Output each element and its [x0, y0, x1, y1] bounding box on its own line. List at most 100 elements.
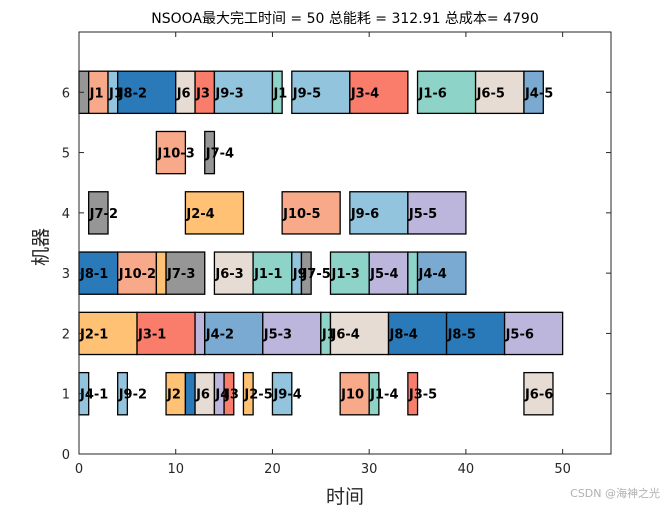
task-bar — [349, 70, 409, 115]
task-label: J9-6 — [350, 207, 379, 222]
task-bar — [155, 130, 187, 175]
task-label: J3-4 — [350, 86, 379, 101]
task-bar — [416, 251, 467, 295]
task-label: J10-5 — [282, 207, 320, 222]
task-bar — [184, 191, 245, 235]
task-bar — [407, 371, 419, 416]
task-label: J6 — [176, 86, 191, 101]
y-tick-label: 2 — [62, 327, 70, 342]
task-label: J9-2 — [118, 388, 147, 403]
task-bar — [194, 311, 206, 356]
task-label: J9-4 — [272, 388, 301, 403]
task-bar — [300, 251, 312, 295]
task-label: J7-3 — [166, 267, 195, 282]
task-label: J3 — [195, 86, 210, 101]
task-label: J1 — [321, 327, 336, 342]
x-tick-label: 30 — [361, 462, 378, 477]
task-bar — [387, 311, 448, 356]
task-label: J1-4 — [369, 388, 398, 403]
y-tick-label: 1 — [62, 388, 70, 403]
task-bar — [88, 191, 109, 235]
y-axis-label: 机器 — [30, 228, 52, 266]
task-label: J5-3 — [263, 327, 292, 342]
task-label: J6-5 — [476, 86, 505, 101]
task-bar — [368, 371, 380, 416]
x-tick-label: 20 — [264, 462, 281, 477]
task-bar — [523, 70, 544, 115]
task-bar — [213, 251, 254, 295]
task-bar — [117, 371, 129, 416]
task-bar — [223, 371, 235, 416]
task-bar — [271, 371, 293, 416]
task-label: J3-1 — [137, 327, 166, 342]
task-label: J10 — [340, 388, 364, 403]
task-label: J8-4 — [389, 327, 418, 342]
task-label: J1 — [272, 86, 287, 101]
task-label: J7-5 — [301, 267, 330, 282]
task-label: J6 — [195, 388, 210, 403]
task-bar — [78, 311, 138, 356]
x-tick-label: 40 — [458, 462, 475, 477]
task-label: J3 — [224, 388, 239, 403]
task-bar — [204, 130, 216, 175]
y-tick-label: 0 — [62, 448, 70, 463]
task-label: J5-6 — [505, 327, 534, 342]
task-bar — [252, 251, 293, 295]
task-bar — [523, 371, 554, 416]
task-label: J5-4 — [369, 267, 398, 282]
task-label: J2-4 — [185, 207, 214, 222]
task-label: J1-1 — [253, 267, 282, 282]
task-label: J4-1 — [79, 388, 108, 403]
task-bar — [184, 371, 196, 416]
chart-title: NSOOA最大完工时间 = 50 总能耗 = 312.91 总成本= 4790 — [151, 11, 539, 27]
y-tick-label: 3 — [62, 267, 70, 282]
task-bar — [271, 70, 283, 115]
x-tick-label: 0 — [75, 462, 83, 477]
task-label: J7-2 — [89, 207, 118, 222]
task-bar — [349, 191, 409, 235]
task-label: J9-5 — [292, 86, 321, 101]
task-label: J4-4 — [418, 267, 447, 282]
plot-border — [78, 31, 612, 455]
task-label: J2-1 — [79, 327, 108, 342]
task-label: J6-3 — [214, 267, 243, 282]
task-label: J9 — [292, 267, 307, 282]
task-bar — [329, 311, 390, 356]
y-tick-label: 4 — [62, 207, 70, 222]
task-bar — [407, 191, 467, 235]
task-bar — [503, 311, 564, 356]
task-label: J10-2 — [118, 267, 156, 282]
task-bars — [78, 70, 564, 416]
task-bar — [136, 311, 196, 356]
task-bar — [117, 70, 177, 115]
task-bar — [281, 191, 341, 235]
watermark: CSDN @海神之光 — [570, 486, 660, 500]
task-bar — [155, 251, 167, 295]
x-axis-label: 时间 — [326, 486, 364, 508]
axes-frame — [78, 31, 612, 455]
task-label: J3-5 — [408, 388, 437, 403]
task-bar — [78, 251, 119, 295]
task-bar — [329, 251, 370, 295]
task-label: J8-2 — [118, 86, 147, 101]
task-label: J6-4 — [330, 327, 359, 342]
task-bar — [165, 251, 206, 295]
task-bar — [242, 371, 254, 416]
task-bar — [117, 251, 158, 295]
task-label: J4-5 — [524, 86, 553, 101]
task-label: J5-5 — [408, 207, 437, 222]
x-tick-label: 50 — [554, 462, 571, 477]
y-tick-label: 5 — [62, 147, 70, 162]
task-bar — [291, 70, 351, 115]
task-label: J1-6 — [418, 86, 447, 101]
task-bar — [204, 311, 264, 356]
task-label: J1 — [108, 86, 123, 101]
task-label: J4-2 — [205, 327, 234, 342]
task-label: J9-3 — [214, 86, 243, 101]
task-label: J8-5 — [447, 327, 476, 342]
x-tick-label: 10 — [167, 462, 184, 477]
task-label: J8-1 — [79, 267, 108, 282]
task-label: J7-4 — [205, 147, 234, 162]
